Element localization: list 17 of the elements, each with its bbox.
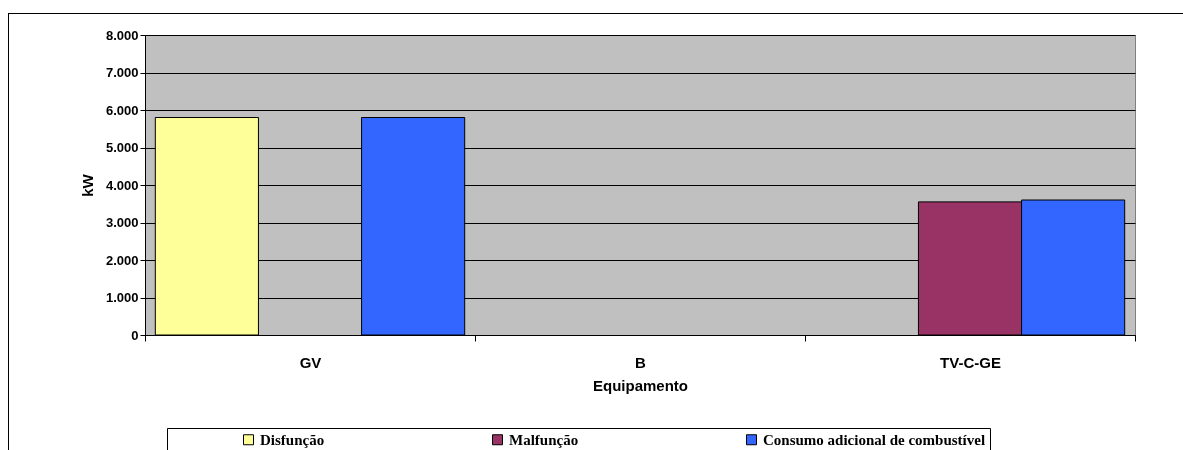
- y-tick-label: 7.000: [105, 65, 139, 80]
- y-tick-label: 1.000: [105, 290, 139, 305]
- y-tick-label: 5.000: [105, 140, 139, 155]
- y-tick-label: 2.000: [105, 252, 139, 268]
- x-tick-label: B: [635, 353, 647, 371]
- legend-label: Consumo adicional de combustível: [763, 431, 986, 448]
- y-tick-label: 3.000: [105, 215, 139, 230]
- y-tick-label: 6.000: [105, 102, 139, 118]
- y-tick-label: 4.000: [105, 177, 139, 193]
- legend-label: Disfunção: [260, 431, 325, 448]
- x-tick-label: TV-C-GE: [940, 353, 1001, 371]
- y-tick-label: 8.000: [105, 27, 139, 43]
- legend-label: Malfunção: [509, 431, 579, 448]
- x-axis-title: Equipamento: [592, 376, 689, 394]
- x-tick-label: GV: [299, 353, 322, 371]
- y-tick-label: 0: [131, 327, 139, 343]
- y-axis-title: kW: [78, 173, 96, 197]
